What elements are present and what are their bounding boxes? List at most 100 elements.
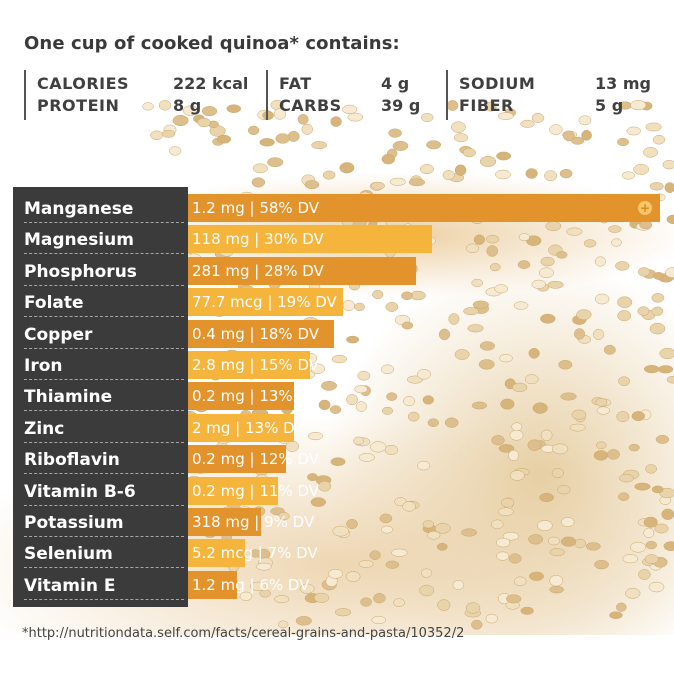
bar-data-label: 0.2 mg | 12% DV [192, 450, 320, 469]
quinoa-grain [508, 553, 522, 564]
summary-group-sodium-fiber: SODIUM 13 mg FIBER 5 g [446, 70, 656, 120]
summary-value: 8 g [173, 96, 202, 115]
quinoa-grain [417, 369, 431, 380]
summary-label: FIBER [459, 96, 514, 115]
quinoa-grain [560, 392, 577, 401]
quinoa-grain [259, 138, 275, 147]
summary-group-fat-carbs: FAT 4 g CARBS 39 g [266, 70, 448, 120]
quinoa-grain [524, 374, 539, 385]
bar [188, 413, 294, 442]
quinoa-grain [654, 523, 669, 534]
bar-data-label: 5.2 mcg | 7% DV [192, 544, 318, 563]
quinoa-grain [437, 599, 451, 611]
quinoa-grain [252, 163, 268, 174]
quinoa-grain [638, 267, 651, 277]
nutrient-label: Vitamin B-6 [24, 475, 184, 506]
quinoa-grain [537, 520, 553, 531]
quinoa-grain [617, 296, 633, 308]
quinoa-grain [370, 181, 385, 190]
quinoa-grain [346, 519, 358, 529]
plus-circle-icon[interactable]: + [638, 201, 652, 215]
quinoa-grain [201, 106, 218, 117]
quinoa-grain [256, 562, 272, 571]
quinoa-grain [422, 395, 434, 405]
quinoa-grain [496, 551, 510, 561]
quinoa-grain [371, 615, 386, 625]
quinoa-grain [262, 110, 274, 120]
quinoa-grain [357, 370, 371, 381]
quinoa-grain [402, 501, 416, 512]
quinoa-grain [318, 480, 332, 492]
quinoa-grain [594, 256, 606, 267]
quinoa-grain [609, 611, 623, 619]
quinoa-grain [444, 417, 459, 428]
quinoa-grain [651, 306, 664, 316]
quinoa-grain [611, 238, 622, 247]
quinoa-grain [318, 399, 331, 411]
quinoa-grain [358, 453, 375, 462]
quinoa-grain [616, 411, 630, 423]
quinoa-grain [630, 541, 647, 553]
bar-data-label: 2.8 mg | 15% DV [192, 356, 320, 374]
quinoa-grain [595, 397, 608, 407]
quinoa-grain [486, 245, 498, 257]
daily-value-bar-chart: Manganese Magnesium Phosphorus Folate Copper… [13, 187, 667, 607]
quinoa-grain [653, 272, 664, 280]
quinoa-grain [442, 170, 455, 181]
bar-data-label: 318 mg | 9% DV [192, 513, 315, 531]
quinoa-grain [495, 169, 511, 180]
quinoa-grain [666, 375, 674, 384]
quinoa-grain [331, 354, 347, 364]
quinoa-grain [401, 321, 414, 330]
nutrient-label: Thiamine [24, 380, 184, 412]
quinoa-grain [381, 406, 394, 415]
quinoa-grain [497, 507, 514, 516]
quinoa-grain [643, 147, 658, 158]
quinoa-grain [239, 591, 253, 601]
nutrient-label: Zinc [24, 412, 184, 443]
quinoa-grain [637, 306, 650, 316]
quinoa-grain [473, 234, 485, 245]
quinoa-grain [651, 293, 665, 303]
quinoa-grain [330, 116, 342, 127]
quinoa-grain [648, 581, 665, 593]
quinoa-grain [581, 129, 592, 141]
quinoa-grain [651, 485, 664, 494]
quinoa-grain [528, 348, 540, 359]
quinoa-grain [512, 382, 528, 393]
quinoa-grain [401, 291, 413, 301]
quinoa-grain [578, 115, 592, 126]
quinoa-grain [617, 137, 629, 147]
quinoa-grain [386, 392, 398, 401]
quinoa-grain [142, 102, 154, 111]
bar [188, 539, 245, 568]
quinoa-grain [353, 436, 364, 445]
nutrient-label: Copper [24, 318, 184, 349]
summary-label: SODIUM [459, 74, 536, 93]
quinoa-grain [540, 429, 553, 441]
nutrient-label: Magnesium [24, 223, 184, 255]
quinoa-grain [539, 493, 554, 502]
quinoa-grain [544, 170, 558, 182]
quinoa-grain [520, 119, 535, 128]
quinoa-grain [603, 344, 616, 355]
summary-label: CALORIES [37, 74, 130, 93]
quinoa-grain [448, 313, 460, 325]
quinoa-grain [498, 444, 515, 453]
quinoa-grain [454, 164, 467, 176]
source-footnote[interactable]: *http://nutritiondata.self.com/facts/cer… [22, 626, 465, 641]
quinoa-grain [273, 108, 287, 120]
quinoa-grain [299, 583, 315, 594]
quinoa-grain [479, 341, 495, 351]
quinoa-grain [569, 423, 586, 432]
quinoa-grain [467, 324, 484, 333]
quinoa-grain [529, 571, 544, 581]
quinoa-grain [506, 594, 522, 604]
quinoa-grain [649, 322, 666, 335]
quinoa-grain [531, 112, 545, 123]
quinoa-grain [508, 449, 520, 461]
quinoa-grain [407, 411, 420, 422]
quinoa-grain [659, 347, 674, 360]
quinoa-grain [499, 354, 513, 363]
quinoa-grain [381, 153, 395, 165]
